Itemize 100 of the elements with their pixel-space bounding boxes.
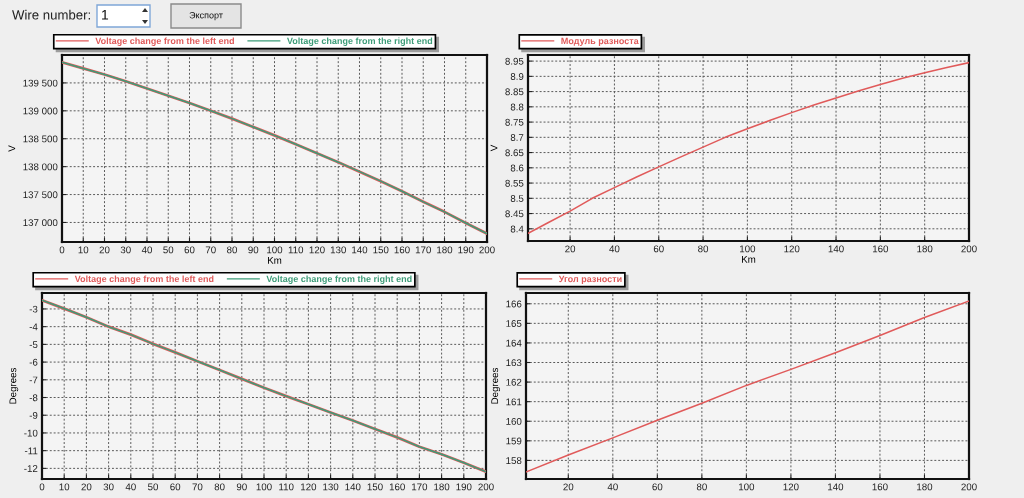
x-tick-label: 140 xyxy=(828,245,844,253)
x-tick-label: 0 xyxy=(59,246,65,254)
x-tick-label: 20 xyxy=(565,245,576,253)
x-tick-label: 130 xyxy=(330,246,346,254)
text: 1 xyxy=(102,10,109,20)
x-tick-label: 60 xyxy=(652,483,663,491)
y-tick-label: 8.6 xyxy=(510,164,524,172)
x-tick-label: 10 xyxy=(78,246,89,254)
x-tick-label: 70 xyxy=(205,246,216,254)
legend-label: Voltage change from the right end xyxy=(286,37,433,46)
x-tick-label: 50 xyxy=(163,246,174,254)
y-tick-label: -3 xyxy=(29,305,38,313)
x-tick-label: 120 xyxy=(301,483,317,491)
y-tick-label: -11 xyxy=(24,447,38,455)
x-tick-label: 40 xyxy=(125,483,136,491)
legend-label: Voltage change from the left end xyxy=(95,37,234,46)
x-tick-label: 150 xyxy=(367,483,383,491)
x-tick-label: 20 xyxy=(81,483,92,491)
y-tick-label: 8.75 xyxy=(505,118,524,126)
y-tick-label: 8.9 xyxy=(510,73,524,80)
x-tick-label: 100 xyxy=(739,483,755,491)
x-tick-label: 140 xyxy=(828,483,844,491)
y-tick-label: 8.8 xyxy=(510,103,524,111)
y-tick-label: -9 xyxy=(29,411,38,419)
y-tick-label: -5 xyxy=(29,341,38,348)
x-tick-label: 180 xyxy=(434,483,450,491)
x-axis-title: Km xyxy=(742,255,756,263)
x-tick-label: 200 xyxy=(478,483,494,491)
x-tick-label: 70 xyxy=(192,483,203,491)
y-tick-label: 165 xyxy=(506,320,522,327)
x-tick-label: 60 xyxy=(170,483,181,491)
x-tick-label: 200 xyxy=(961,245,977,253)
x-tick-label: 90 xyxy=(248,246,259,254)
x-axis-title: Km xyxy=(268,256,282,264)
y-tick-label: 158 xyxy=(506,457,522,465)
x-tick-label: 10 xyxy=(59,483,70,491)
x-tick-label: 80 xyxy=(227,246,238,254)
x-tick-label: 180 xyxy=(437,246,453,254)
x-tick-label: 130 xyxy=(323,483,339,491)
y-tick-label: 138 000 xyxy=(23,163,58,171)
x-tick-label: 180 xyxy=(917,483,933,491)
x-tick-label: 110 xyxy=(279,483,294,491)
y-tick-label: -12 xyxy=(24,465,38,472)
y-tick-label: 8.4 xyxy=(510,225,524,233)
y-tick-label: 139 000 xyxy=(23,107,58,115)
x-tick-label: 160 xyxy=(872,245,889,253)
x-tick-label: 170 xyxy=(415,246,431,254)
y-tick-label: -7 xyxy=(29,376,38,384)
y-tick-label: 164 xyxy=(506,339,522,347)
y-tick-label: 8.5 xyxy=(510,195,524,202)
x-tick-label: 150 xyxy=(373,246,389,254)
x-tick-label: 100 xyxy=(267,246,283,254)
legend-label: Voltage change from the right end xyxy=(266,275,412,284)
x-tick-label: 60 xyxy=(184,246,195,254)
x-tick-label: 140 xyxy=(352,246,368,254)
x-tick-label: 160 xyxy=(394,246,410,254)
y-tick-label: 8.65 xyxy=(505,149,524,157)
y-tick-label: 139 500 xyxy=(23,79,58,87)
x-tick-label: 0 xyxy=(39,483,45,491)
y-tick-label: -10 xyxy=(24,429,38,437)
y-tick-label: 162 xyxy=(506,378,522,386)
x-tick-label: 40 xyxy=(609,245,620,253)
x-tick-label: 200 xyxy=(961,483,977,491)
x-tick-label: 30 xyxy=(120,246,131,254)
x-tick-label: 40 xyxy=(141,246,153,254)
y-tick-label: 137 500 xyxy=(23,191,58,199)
text: Экспорт xyxy=(189,12,223,21)
x-tick-label: 110 xyxy=(288,246,304,254)
x-tick-label: 120 xyxy=(784,245,800,253)
y-axis-title: V xyxy=(490,144,498,152)
x-tick-label: 30 xyxy=(103,483,114,491)
y-tick-label: 161 xyxy=(506,398,522,406)
x-tick-label: 20 xyxy=(563,483,574,491)
x-tick-label: 140 xyxy=(345,483,361,491)
y-tick-label: 163 xyxy=(506,359,522,367)
x-tick-label: 80 xyxy=(696,483,707,491)
y-tick-label: 159 xyxy=(506,437,522,445)
x-tick-label: 190 xyxy=(458,246,474,254)
x-tick-label: 100 xyxy=(740,245,756,253)
y-tick-label: -8 xyxy=(29,394,38,402)
x-tick-label: 160 xyxy=(872,483,888,491)
x-tick-label: 180 xyxy=(917,245,933,253)
y-tick-label: 160 xyxy=(506,417,522,425)
x-tick-label: 170 xyxy=(412,483,428,491)
y-tick-label: 8.95 xyxy=(505,57,524,65)
x-tick-label: 190 xyxy=(456,483,472,491)
x-tick-label: 80 xyxy=(214,483,225,491)
y-tick-label: -6 xyxy=(29,358,38,366)
y-tick-label: 8.85 xyxy=(505,88,524,96)
y-tick-label: 138 500 xyxy=(23,135,58,143)
x-tick-label: 50 xyxy=(147,483,159,491)
y-tick-label: -4 xyxy=(29,323,38,331)
x-tick-label: 80 xyxy=(698,245,709,253)
y-axis-title: Degrees xyxy=(9,367,19,404)
y-tick-label: 8.55 xyxy=(505,179,524,187)
legend-label: Voltage change from the left end xyxy=(74,275,214,284)
legend-label: Угол разности xyxy=(558,275,622,284)
text: Wire number: xyxy=(12,9,90,20)
y-tick-label: 8.45 xyxy=(505,210,524,218)
x-tick-label: 90 xyxy=(236,483,247,491)
